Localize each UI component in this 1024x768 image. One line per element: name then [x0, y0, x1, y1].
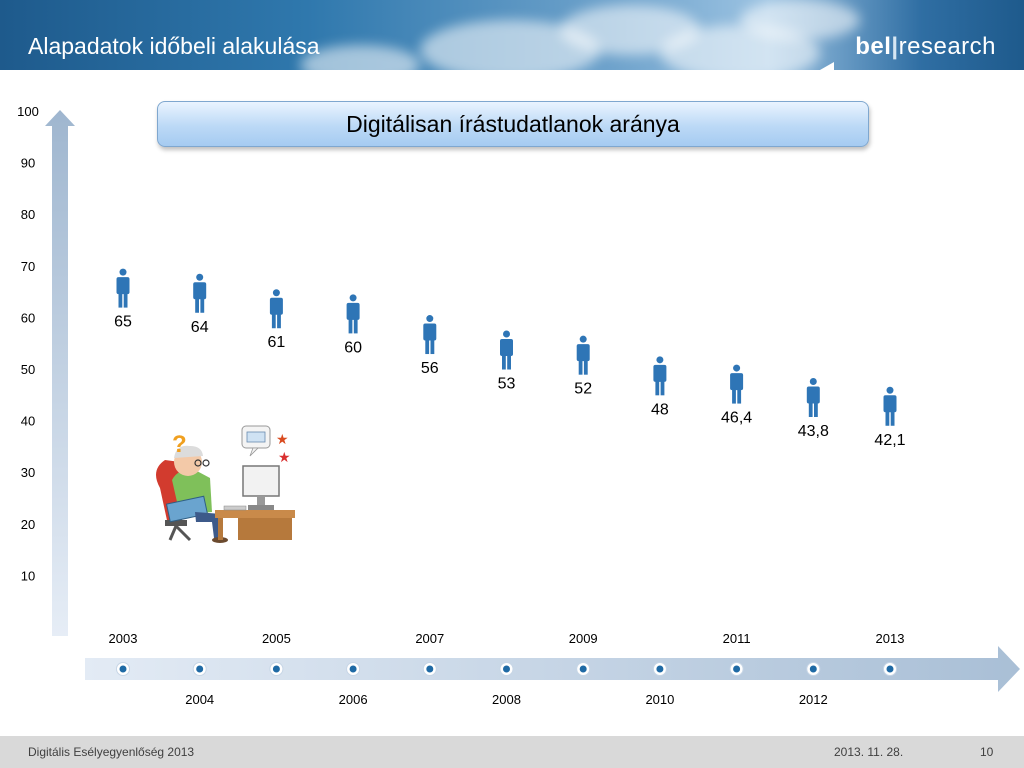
person-icon	[500, 330, 513, 370]
value-label: 56	[421, 360, 439, 377]
x-tick-label: 2005	[262, 631, 291, 646]
y-tick-label: 30	[21, 465, 35, 480]
x-tick-label: 2009	[569, 631, 598, 646]
value-label: 60	[344, 339, 362, 356]
x-tick-label: 2012	[799, 692, 828, 707]
footer-date: 2013. 11. 28.	[834, 745, 904, 759]
x-tick-label: 2008	[492, 692, 521, 707]
header-banner: Alapadatok időbeli alakulása bel|researc…	[0, 0, 1024, 70]
person-icon	[346, 294, 360, 334]
value-label: 43,8	[798, 423, 829, 440]
slide-title: Alapadatok időbeli alakulása	[28, 33, 320, 59]
value-label: 46,4	[721, 410, 752, 427]
header-notch	[820, 62, 834, 70]
question-mark-icon: ?	[172, 431, 187, 458]
x-tick-label: 2010	[645, 692, 674, 707]
y-tick-label: 60	[21, 310, 35, 325]
x-tick-label: 2006	[339, 692, 368, 707]
chart: 10 20 30 40 50 60 70 80 90 100 2003 2004 2005 2006 20…	[17, 104, 1020, 707]
y-tick-label: 50	[21, 362, 35, 377]
chart-title-box: Digitálisan írástudatlanok aránya	[157, 101, 869, 147]
x-tick-label: 2003	[109, 631, 138, 646]
timeline-dot	[729, 662, 744, 676]
y-tick-label: 70	[21, 259, 35, 274]
y-tick-label: 100	[17, 104, 39, 119]
person-icon	[269, 289, 283, 329]
x-axis-arrow	[85, 646, 1020, 692]
timeline-dot	[576, 662, 591, 676]
y-tick-label: 40	[21, 414, 35, 429]
value-label: 64	[191, 319, 209, 336]
person-icon	[576, 335, 590, 375]
y-axis	[45, 110, 75, 636]
footer: Digitális Esélyegyenlőség 2013 2013. 11.…	[0, 736, 1024, 768]
person-icon	[423, 315, 437, 355]
person-icon	[730, 364, 744, 404]
y-tick-label: 10	[21, 568, 35, 583]
x-tick-label: 2004	[185, 692, 214, 707]
logo-separator: |	[891, 33, 899, 60]
logo: bel|research	[855, 33, 996, 61]
logo-right: research	[898, 33, 996, 60]
value-label: 53	[498, 376, 516, 393]
value-label: 52	[574, 381, 592, 398]
timeline-dot	[422, 662, 437, 676]
timeline-dot	[883, 662, 897, 676]
y-tick-label: 20	[21, 517, 35, 532]
y-tick-label: 90	[21, 156, 35, 171]
footer-presentation-name: Digitális Esélyegyenlőség 2013	[28, 745, 195, 759]
confused-old-man-illustration: ? ★ ★	[156, 425, 295, 543]
footer-page-number: 10	[980, 745, 994, 759]
timeline-dot	[499, 662, 514, 676]
svg-text:★: ★	[276, 431, 289, 447]
y-tick-label: 80	[21, 207, 35, 222]
person-icon	[116, 268, 130, 308]
y-axis-arrow	[45, 110, 75, 636]
value-label: 48	[651, 401, 669, 418]
x-tick-label: 2011	[723, 631, 751, 646]
x-tick-label: 2013	[876, 631, 905, 646]
x-axis	[85, 646, 1020, 692]
logo-left: bel	[855, 33, 892, 60]
chart-title: Digitálisan írástudatlanok aránya	[346, 111, 680, 137]
timeline-dot	[346, 662, 361, 676]
x-tick-label: 2007	[415, 631, 444, 646]
timeline-dot	[116, 662, 130, 676]
person-icon	[653, 356, 667, 396]
timeline-dot	[192, 662, 207, 676]
timeline-dot	[806, 662, 821, 676]
timeline-dot	[269, 662, 284, 676]
value-label: 61	[268, 334, 286, 351]
timeline-dot	[652, 662, 667, 676]
value-label: 42,1	[874, 432, 905, 449]
person-icon	[193, 273, 207, 313]
person-icon	[806, 377, 820, 417]
svg-text:★: ★	[278, 449, 291, 465]
person-icon	[883, 386, 897, 426]
value-label: 65	[114, 314, 132, 331]
